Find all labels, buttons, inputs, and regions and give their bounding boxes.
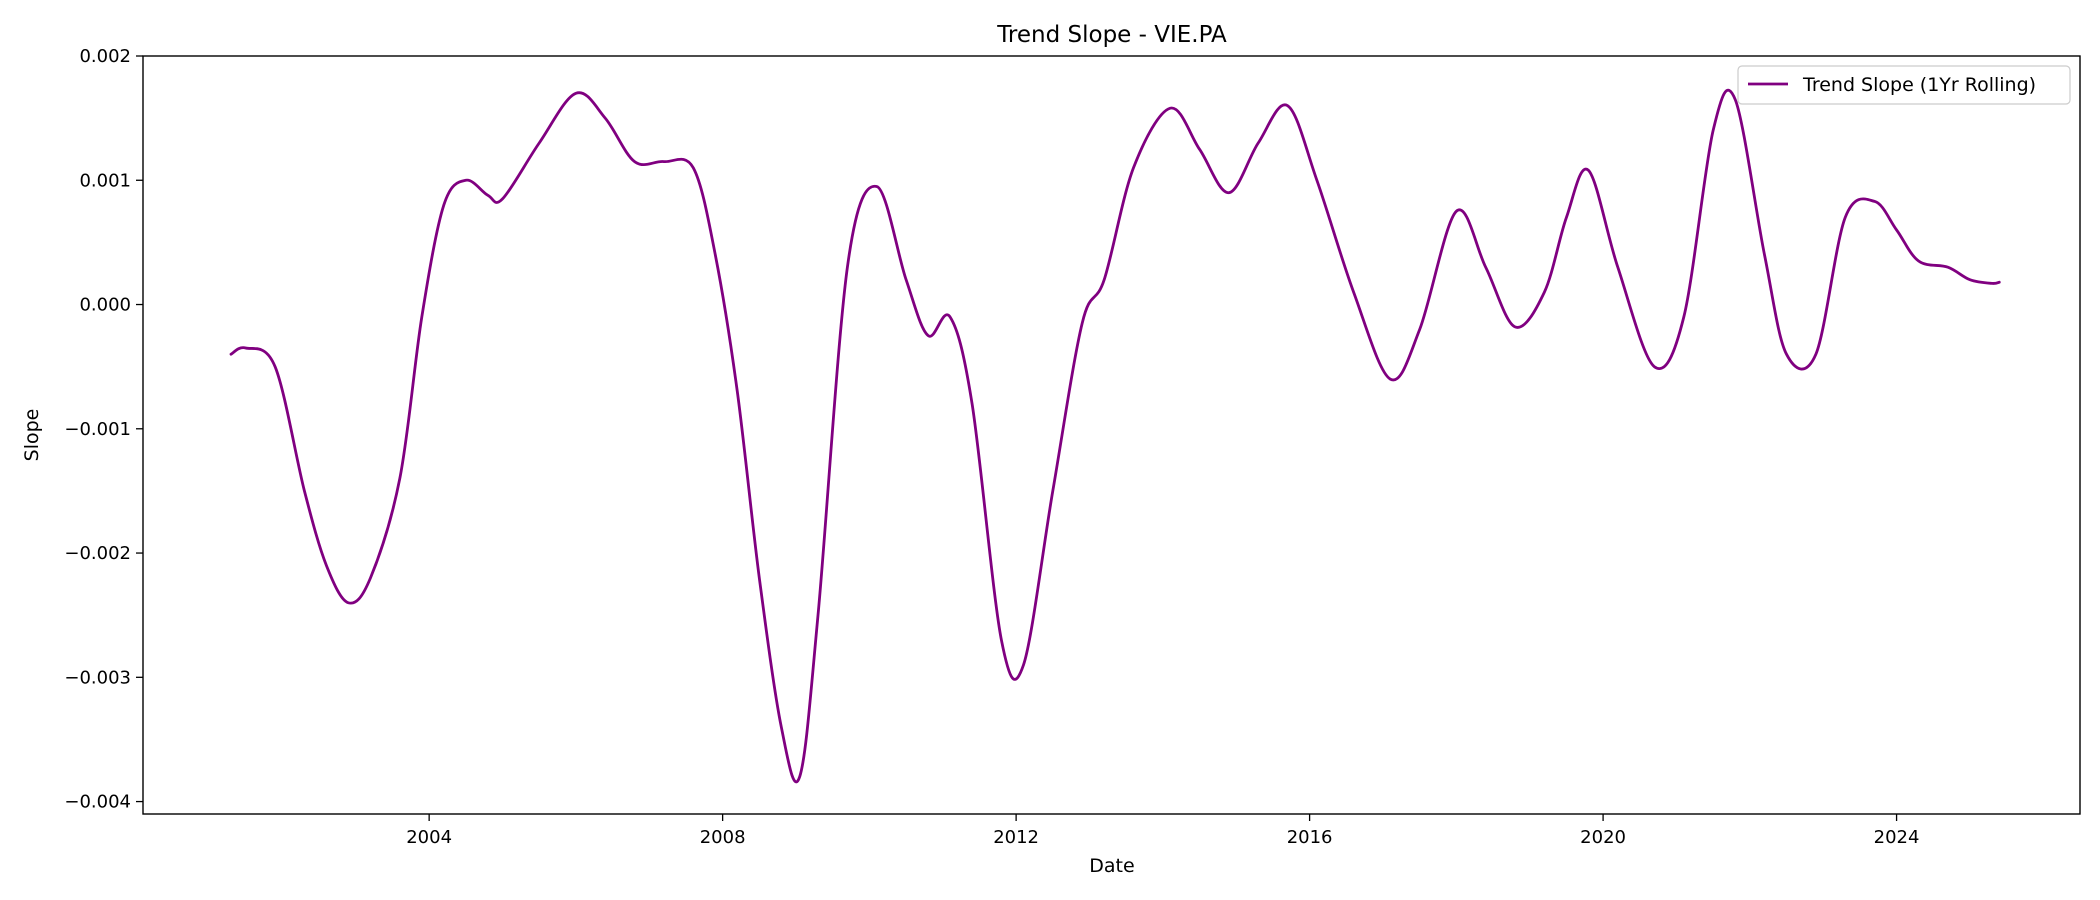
y-tick-label: 0.001	[79, 170, 131, 191]
plot-area: 2004 2008 2012 2016 2020 2024 0.002 0.001 0.000…	[64, 46, 2081, 848]
x-axis-ticks: 2004 2008 2012 2016 2020 2024	[406, 814, 1919, 848]
y-tick-label: −0.003	[64, 667, 131, 688]
legend-entry-label: Trend Slope (1Yr Rolling)	[1802, 74, 2036, 96]
y-axis-ticks: 0.002 0.001 0.000 −0.001 −0.002 −0.003 −0.004	[64, 46, 143, 813]
x-tick-label: 2008	[700, 827, 746, 848]
x-tick-label: 2020	[1580, 827, 1626, 848]
y-tick-label: −0.002	[64, 543, 131, 564]
x-tick-label: 2024	[1874, 827, 1920, 848]
y-tick-label: 0.000	[79, 295, 131, 316]
y-tick-label: −0.001	[64, 419, 131, 440]
plot-background	[143, 56, 2080, 814]
y-axis-label: Slope	[21, 409, 43, 462]
series-line-0	[229, 88, 2001, 784]
x-tick-label: 2004	[406, 827, 452, 848]
series-layer	[229, 88, 2001, 784]
y-tick-label: 0.002	[79, 46, 131, 67]
y-tick-label: −0.004	[64, 792, 131, 813]
x-axis-label: Date	[1089, 855, 1134, 877]
legend: Trend Slope (1Yr Rolling)	[1737, 65, 2071, 105]
x-tick-label: 2016	[1287, 827, 1333, 848]
chart-title: Trend Slope - VIE.PA	[996, 22, 1227, 48]
plot-frame	[142, 55, 2081, 815]
x-tick-label: 2012	[993, 827, 1039, 848]
legend-box	[1737, 65, 2071, 105]
